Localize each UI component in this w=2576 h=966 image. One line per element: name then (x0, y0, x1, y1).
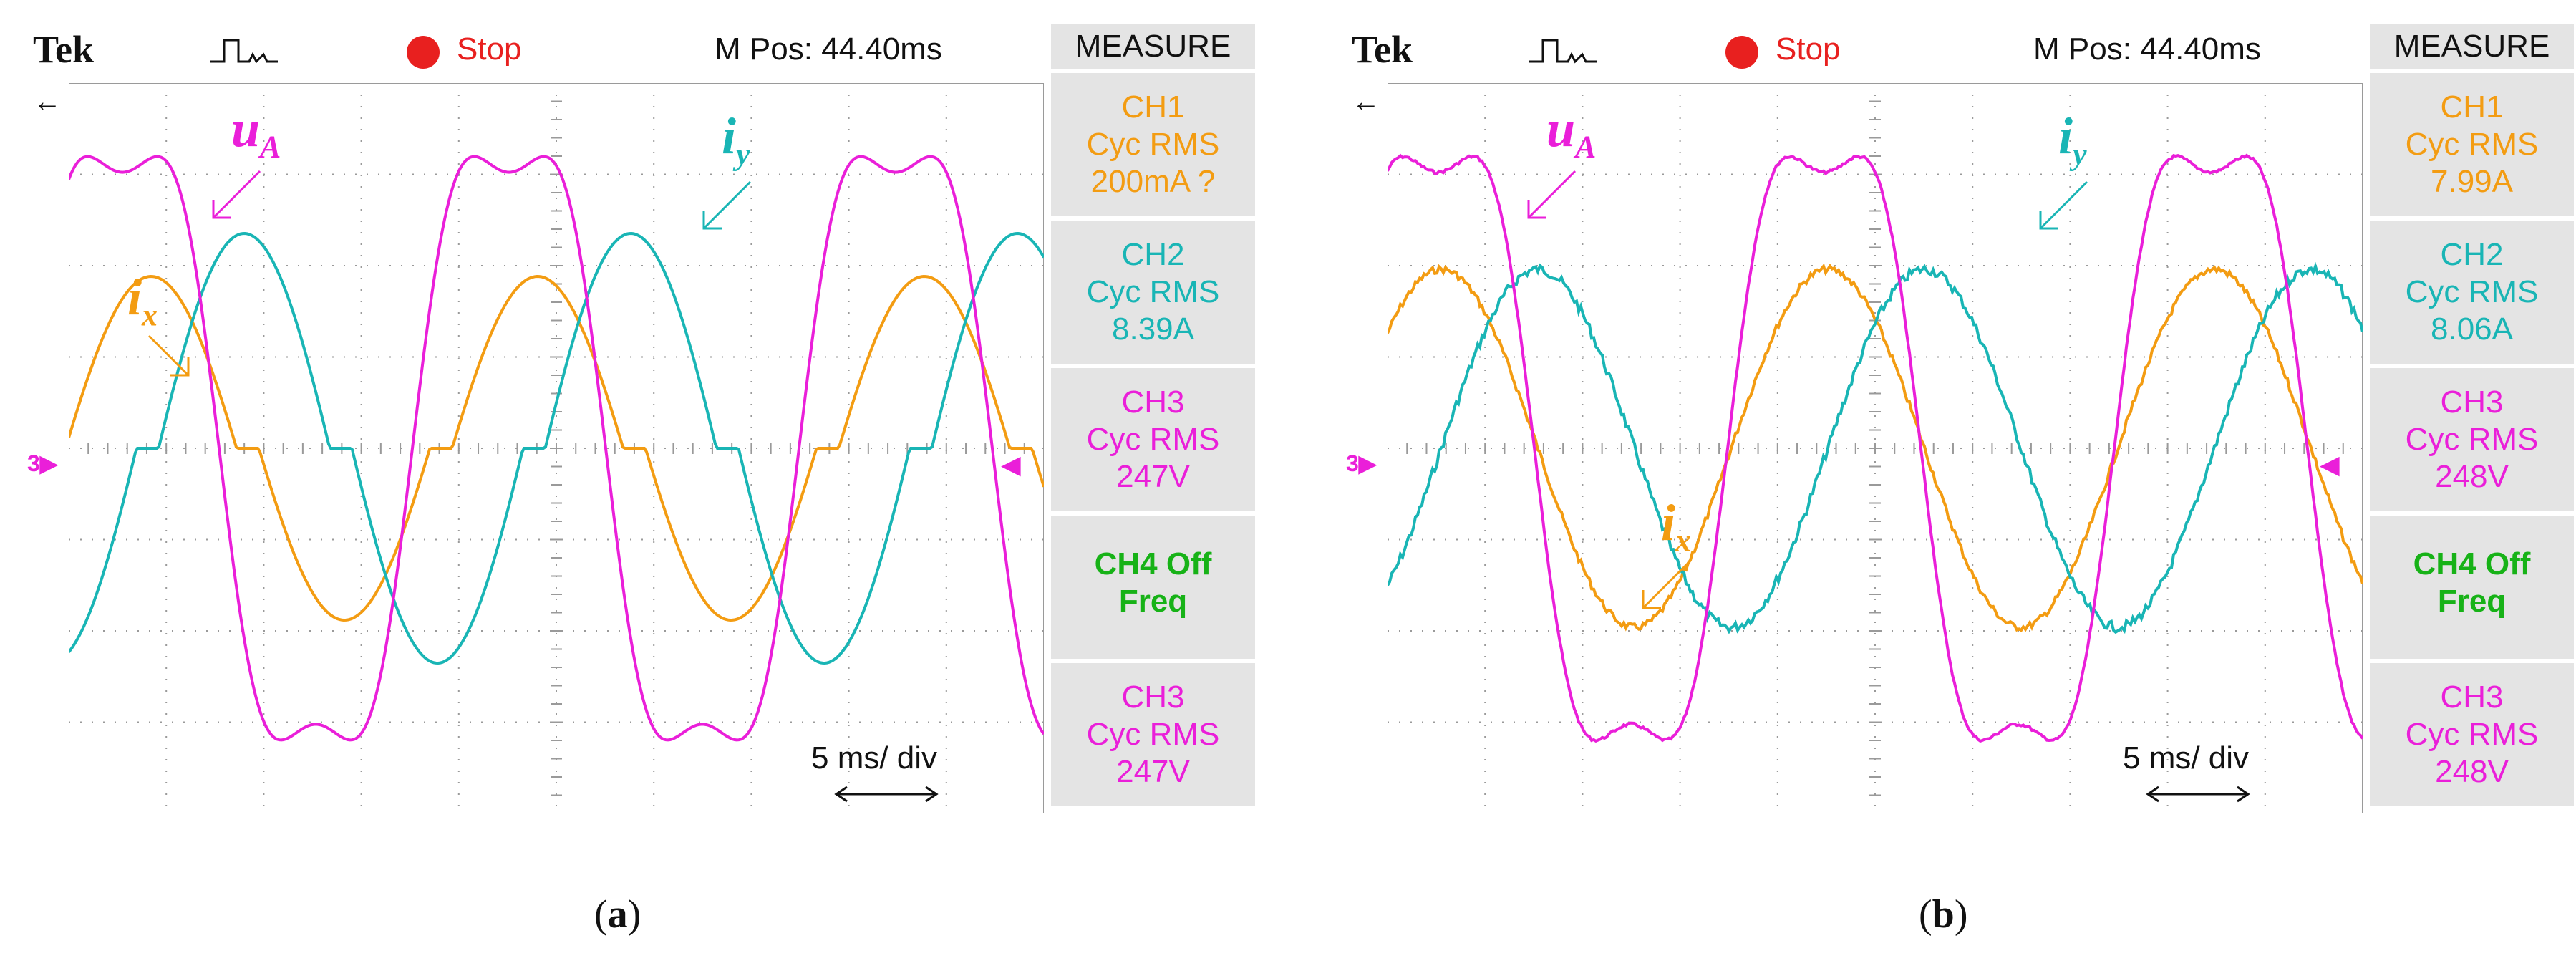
timebase-label: 5 ms/ div (2123, 740, 2250, 776)
ch3-ground-marker: 3▶ (1346, 450, 1377, 476)
measure-line: 200mA ? (1090, 164, 1216, 199)
measure-cell-ch4[interactable]: CH4 Off Freq (1051, 516, 1255, 659)
measure-cell-ch3-secondary[interactable]: CH3 Cyc RMS 248V (2370, 663, 2574, 806)
run-status: Stop (1776, 32, 1841, 67)
measure-cell-ch1[interactable]: CH1 Cyc RMS 200mA ? (1051, 73, 1255, 216)
measure-line: 7.99A (2431, 164, 2513, 199)
iy-label: iy (722, 107, 750, 172)
measure-line: CH4 Off (2413, 546, 2531, 581)
measure-line: CH3 (2440, 385, 2504, 420)
ix-waveform (1388, 263, 2363, 632)
waveform-canvas (69, 83, 1044, 813)
measure-line: 247V (1116, 754, 1190, 789)
measure-sidebar: MEASURE CH1 Cyc RMS 200mA ? CH2 Cyc RMS … (1051, 24, 1255, 844)
timebase-arrow-icon (2146, 786, 2250, 803)
measure-line: CH2 (2440, 237, 2504, 272)
measure-cell-ch3-secondary[interactable]: CH3 Cyc RMS 247V (1051, 663, 1255, 806)
measure-title: MEASURE (1051, 24, 1255, 69)
measure-line: CH3 (1121, 680, 1185, 715)
ch3-ground-marker: 3▶ (27, 450, 58, 476)
measure-cell-ch3[interactable]: CH3 Cyc RMS 247V (1051, 368, 1255, 511)
ix-label: ix (127, 269, 158, 333)
measure-line: Cyc RMS (1086, 422, 1220, 457)
horizontal-position: M Pos: 44.40ms (715, 32, 942, 67)
ix-pointer-icon (147, 334, 190, 377)
measure-line: Cyc RMS (1086, 274, 1220, 309)
measure-line: Freq (2437, 584, 2507, 619)
trigger-icon (1529, 39, 1597, 64)
measure-line: Cyc RMS (1086, 717, 1220, 752)
measure-line: 8.39A (1112, 311, 1194, 347)
iy-pointer-icon (702, 180, 752, 230)
iy-pointer-icon (2039, 180, 2088, 230)
measure-line: CH2 (1121, 237, 1185, 272)
trigger-level-icon: ◀ (1001, 450, 1021, 479)
stop-icon (1725, 36, 1758, 69)
timebase-arrow-icon (834, 786, 939, 803)
measure-cell-ch2[interactable]: CH2 Cyc RMS 8.06A (2370, 221, 2574, 364)
timebase-label: 5 ms/ div (811, 740, 938, 776)
measure-cell-ch2[interactable]: CH2 Cyc RMS 8.39A (1051, 221, 1255, 364)
iy-waveform (1388, 261, 2363, 634)
ua-waveform (1388, 153, 2363, 743)
stop-icon (407, 36, 440, 69)
iy-waveform (69, 231, 1044, 665)
ua-label: uA (231, 100, 281, 165)
ua-pointer-icon (1527, 170, 1577, 219)
measure-line: Cyc RMS (2405, 422, 2539, 457)
brand-logo: Tek (1352, 28, 1413, 71)
run-status: Stop (457, 32, 522, 67)
waveform-canvas (1388, 83, 2363, 813)
measure-line: CH3 (1121, 385, 1185, 420)
iy-label: iy (2058, 107, 2087, 172)
measure-line: Cyc RMS (1086, 127, 1220, 162)
scope-top-bar: Tek Stop M Pos: 44.40ms (1346, 24, 2363, 74)
measure-line: 8.06A (2431, 311, 2513, 347)
waveform-display (69, 83, 1044, 813)
ix-waveform (69, 274, 1044, 622)
scope-top-bar: Tek Stop M Pos: 44.40ms (27, 24, 1044, 74)
ix-label: ix (1661, 494, 1692, 559)
trigger-level-icon: ◀ (2320, 450, 2340, 479)
measure-line: Cyc RMS (2405, 717, 2539, 752)
measure-line: Cyc RMS (2405, 127, 2539, 162)
oscilloscope-panel-a: Tek Stop M Pos: 44.40ms ← 3▶ ◀ uA iy ix … (27, 24, 1255, 844)
ix-pointer-icon (1642, 560, 1691, 609)
ua-label: uA (1546, 100, 1597, 165)
measure-cell-ch4[interactable]: CH4 Off Freq (2370, 516, 2574, 659)
measure-cell-ch3[interactable]: CH3 Cyc RMS 248V (2370, 368, 2574, 511)
measure-line: 248V (2435, 459, 2509, 494)
horizontal-position: M Pos: 44.40ms (2033, 32, 2261, 67)
measure-line: 247V (1116, 459, 1190, 494)
trigger-icon (210, 39, 278, 64)
measure-line: Cyc RMS (2405, 274, 2539, 309)
measure-line: 248V (2435, 754, 2509, 789)
panel-caption-a: (a) (594, 892, 641, 937)
measure-line: CH4 Off (1094, 546, 1212, 581)
trigger-position-icon: ← (33, 86, 62, 117)
measure-sidebar: MEASURE CH1 Cyc RMS 7.99A CH2 Cyc RMS 8.… (2370, 24, 2574, 844)
panel-caption-b: (b) (1919, 892, 1968, 937)
trigger-position-icon: ← (1352, 86, 1380, 117)
ua-waveform (69, 155, 1044, 742)
waveform-display (1388, 83, 2363, 813)
measure-line: Freq (1118, 584, 1188, 619)
measure-line: CH3 (2440, 680, 2504, 715)
ua-pointer-icon (212, 170, 261, 219)
brand-logo: Tek (33, 28, 95, 71)
measure-line: CH1 (1121, 90, 1185, 125)
measure-cell-ch1[interactable]: CH1 Cyc RMS 7.99A (2370, 73, 2574, 216)
measure-title: MEASURE (2370, 24, 2574, 69)
measure-line: CH1 (2440, 90, 2504, 125)
oscilloscope-panel-b: Tek Stop M Pos: 44.40ms ← 3▶ ◀ uA iy ix … (1346, 24, 2574, 844)
